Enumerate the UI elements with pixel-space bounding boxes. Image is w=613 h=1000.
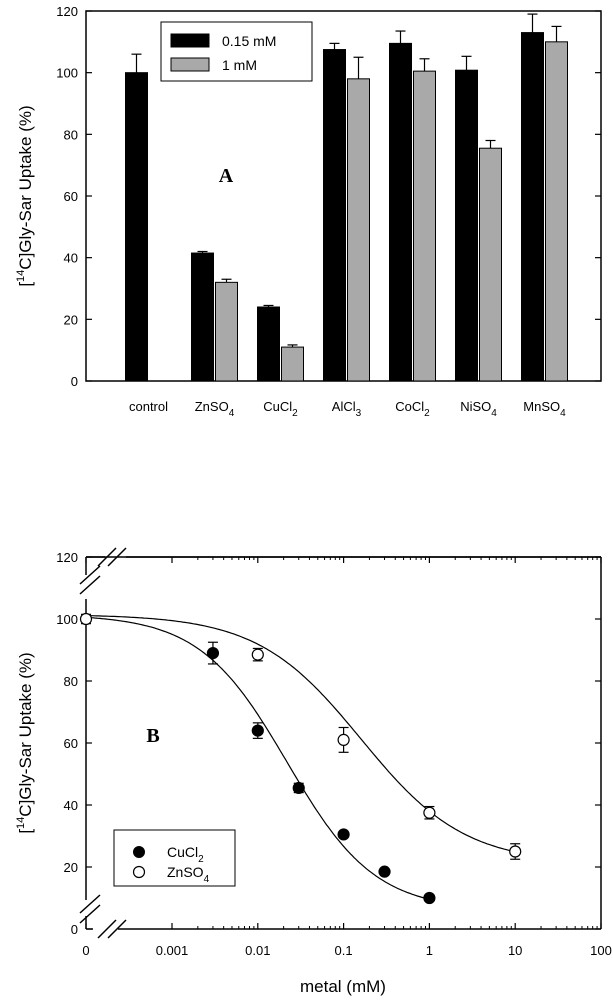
panel-a-bars	[125, 13, 568, 382]
bar-cocl-1	[413, 70, 436, 382]
x-category-label: MnSO4	[523, 399, 566, 419]
panel-a-x-labels: control ZnSO4 CuCl2 AlCl3 CoCl2 NiSO4 MnSO4	[129, 399, 566, 419]
data-point-znso	[337, 733, 350, 747]
bar-cocl-0	[389, 42, 412, 382]
x-tick-label: 1	[426, 943, 433, 958]
panel-a-legend: 0.15 mM 1 mM	[160, 21, 313, 82]
panel-b-y-ticks: 0 20 40 60 80 100 120	[56, 550, 601, 937]
fit-curve-1	[86, 615, 516, 853]
legend-label-0.15mm: 0.15 mM	[222, 33, 276, 49]
bar-alcl-1	[347, 78, 370, 382]
legend-marker-znso4	[132, 865, 146, 879]
x-tick-label: 0	[82, 943, 89, 958]
y-tick-label: 40	[64, 798, 78, 813]
x-tick-label: 0.1	[335, 943, 353, 958]
data-point-cucl	[337, 828, 350, 841]
y-tick-label: 80	[64, 674, 78, 689]
y-tick-label: 120	[56, 4, 78, 19]
panel-a-y-ticks: 0 20 40 60 80 100 120	[56, 4, 601, 389]
bar-niso-0	[455, 69, 478, 382]
legend-label-znso4: ZnSO4	[167, 864, 210, 885]
data-point-znso	[423, 806, 436, 819]
x-tick-label: 100	[590, 943, 612, 958]
data-point-znso	[251, 648, 264, 661]
x-tick-label: 0.01	[245, 943, 270, 958]
legend-label-cucl2: CuCl2	[167, 844, 204, 865]
panel-b-points	[79, 612, 522, 905]
bar-znso-0	[191, 252, 214, 382]
bar-znso-1	[215, 281, 238, 382]
legend-box	[113, 829, 236, 887]
legend-swatch-1mm	[170, 57, 210, 72]
panel-b-label: B	[146, 725, 159, 747]
bar-mnso-0	[521, 32, 544, 382]
y-tick-label: 40	[64, 251, 78, 266]
bar-niso-1	[479, 147, 502, 382]
bar-cucl-1	[281, 346, 304, 382]
bar-cucl-0	[257, 306, 280, 382]
y-tick-label: 80	[64, 127, 78, 142]
axis-break-marks	[79, 547, 127, 939]
panel-b-fit-curves	[85, 615, 516, 900]
panel-b: 0 20 40 60 80 100 120 0 0.001 0.01 0.1 1 10 100 [14C…	[15, 547, 612, 996]
y-tick-label: 0	[71, 922, 78, 937]
data-point-control	[79, 612, 93, 626]
panel-b-x-ticks: 0 0.001 0.01 0.1 1 10 100	[82, 557, 612, 958]
x-category-label: NiSO4	[460, 399, 497, 419]
x-category-label: ZnSO4	[195, 399, 235, 419]
y-tick-label: 120	[56, 550, 78, 565]
data-point-cucl	[292, 781, 305, 795]
x-category-label: CoCl2	[395, 399, 430, 419]
legend-label-1mm: 1 mM	[222, 57, 257, 73]
panel-a: 0 20 40 60 80 100 120 control ZnSO4 CuCl2 AlCl3 Co…	[15, 4, 602, 419]
y-tick-label: 60	[64, 189, 78, 204]
panel-b-x-axis-label: metal (mM)	[300, 977, 386, 996]
fit-curve-0	[85, 616, 430, 900]
panel-a-label: A	[219, 165, 234, 187]
x-category-label: control	[129, 399, 168, 414]
legend-swatch-0.15mm	[170, 33, 210, 48]
x-category-label: AlCl3	[332, 399, 362, 419]
y-tick-label: 20	[64, 860, 78, 875]
y-tick-label: 20	[64, 312, 78, 327]
y-tick-label: 100	[56, 66, 78, 81]
data-point-cucl	[423, 891, 436, 905]
panel-b-y-axis-label: [14C]Gly-Sar Uptake (%)	[15, 652, 35, 833]
panel-b-legend: CuCl2 ZnSO4	[113, 829, 236, 887]
panel-a-y-axis-label: [14C]Gly-Sar Uptake (%)	[15, 105, 35, 286]
y-tick-label: 100	[56, 612, 78, 627]
data-point-cucl	[251, 724, 264, 737]
bar-control-0	[125, 72, 148, 382]
data-point-cucl	[378, 865, 391, 878]
x-tick-label: 10	[508, 943, 522, 958]
bar-alcl-0	[323, 49, 346, 382]
data-point-cucl	[206, 646, 220, 660]
x-category-label: CuCl2	[263, 399, 298, 419]
bar-mnso-1	[545, 41, 568, 382]
x-tick-label: 0.001	[156, 943, 189, 958]
y-tick-label: 0	[71, 374, 78, 389]
data-point-znso	[509, 845, 522, 858]
y-tick-label: 60	[64, 736, 78, 751]
legend-marker-cucl2	[133, 846, 145, 858]
